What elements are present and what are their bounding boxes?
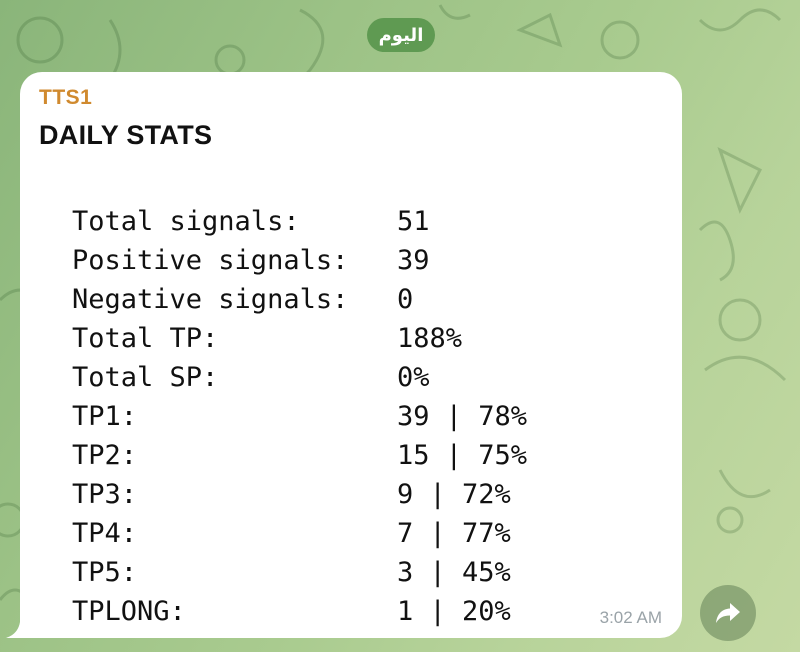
stat-label: TP3: xyxy=(72,479,138,510)
message-title: DAILY STATS xyxy=(39,120,213,150)
stat-value: 15 | 75% xyxy=(397,440,528,471)
forward-arrow-icon xyxy=(716,603,740,623)
stat-row: Positive signals: 39 xyxy=(72,241,527,280)
message-bubble[interactable]: TTS1 DAILY STATS Total signals: 51 Posit… xyxy=(20,72,682,638)
stat-value: 3 | 45% xyxy=(397,557,511,588)
stat-value: 188% xyxy=(397,323,463,354)
stat-label: TP5: xyxy=(72,557,138,588)
stat-value: 51 xyxy=(397,206,430,237)
stat-label: Negative signals: xyxy=(72,284,349,315)
stat-row: Total TP: 188% xyxy=(72,319,527,358)
date-separator: اليوم xyxy=(367,18,435,52)
stat-row: Total signals: 51 xyxy=(72,202,527,241)
stat-label: Total signals: xyxy=(72,206,300,237)
stat-value: 39 xyxy=(397,245,430,276)
stat-row: TP5: 3 | 45% xyxy=(72,553,527,592)
stat-row: Total SP: 0% xyxy=(72,358,527,397)
stat-row: TPLONG: 1 | 20% xyxy=(72,592,527,631)
stat-label: Total SP: xyxy=(72,362,219,393)
message-timestamp: 3:02 AM xyxy=(599,608,662,627)
stat-value: 9 | 72% xyxy=(397,479,511,510)
stat-label: TP2: xyxy=(72,440,138,471)
stat-label: Positive signals: xyxy=(72,245,349,276)
stat-value: 0 xyxy=(397,284,414,315)
stat-label: Total TP: xyxy=(72,323,219,354)
stat-row: TP3: 9 | 72% xyxy=(72,475,527,514)
stat-value: 1 | 20% xyxy=(397,596,511,627)
stat-row: Negative signals: 0 xyxy=(72,280,527,319)
stat-row: TP1: 39 | 78% xyxy=(72,397,527,436)
stat-label: TPLONG: xyxy=(72,596,186,627)
stat-value: 0% xyxy=(397,362,430,393)
sender-name[interactable]: TTS1 xyxy=(39,86,93,109)
stat-label: TP4: xyxy=(72,518,138,549)
stat-value: 39 | 78% xyxy=(397,401,528,432)
stat-label: TP1: xyxy=(72,401,138,432)
stat-value: 7 | 77% xyxy=(397,518,511,549)
stat-row: TP2: 15 | 75% xyxy=(72,436,527,475)
forward-button[interactable] xyxy=(700,585,756,641)
stat-row: TP4: 7 | 77% xyxy=(72,514,527,553)
stats-block: Total signals: 51 Positive signals: 39 N… xyxy=(72,202,527,631)
